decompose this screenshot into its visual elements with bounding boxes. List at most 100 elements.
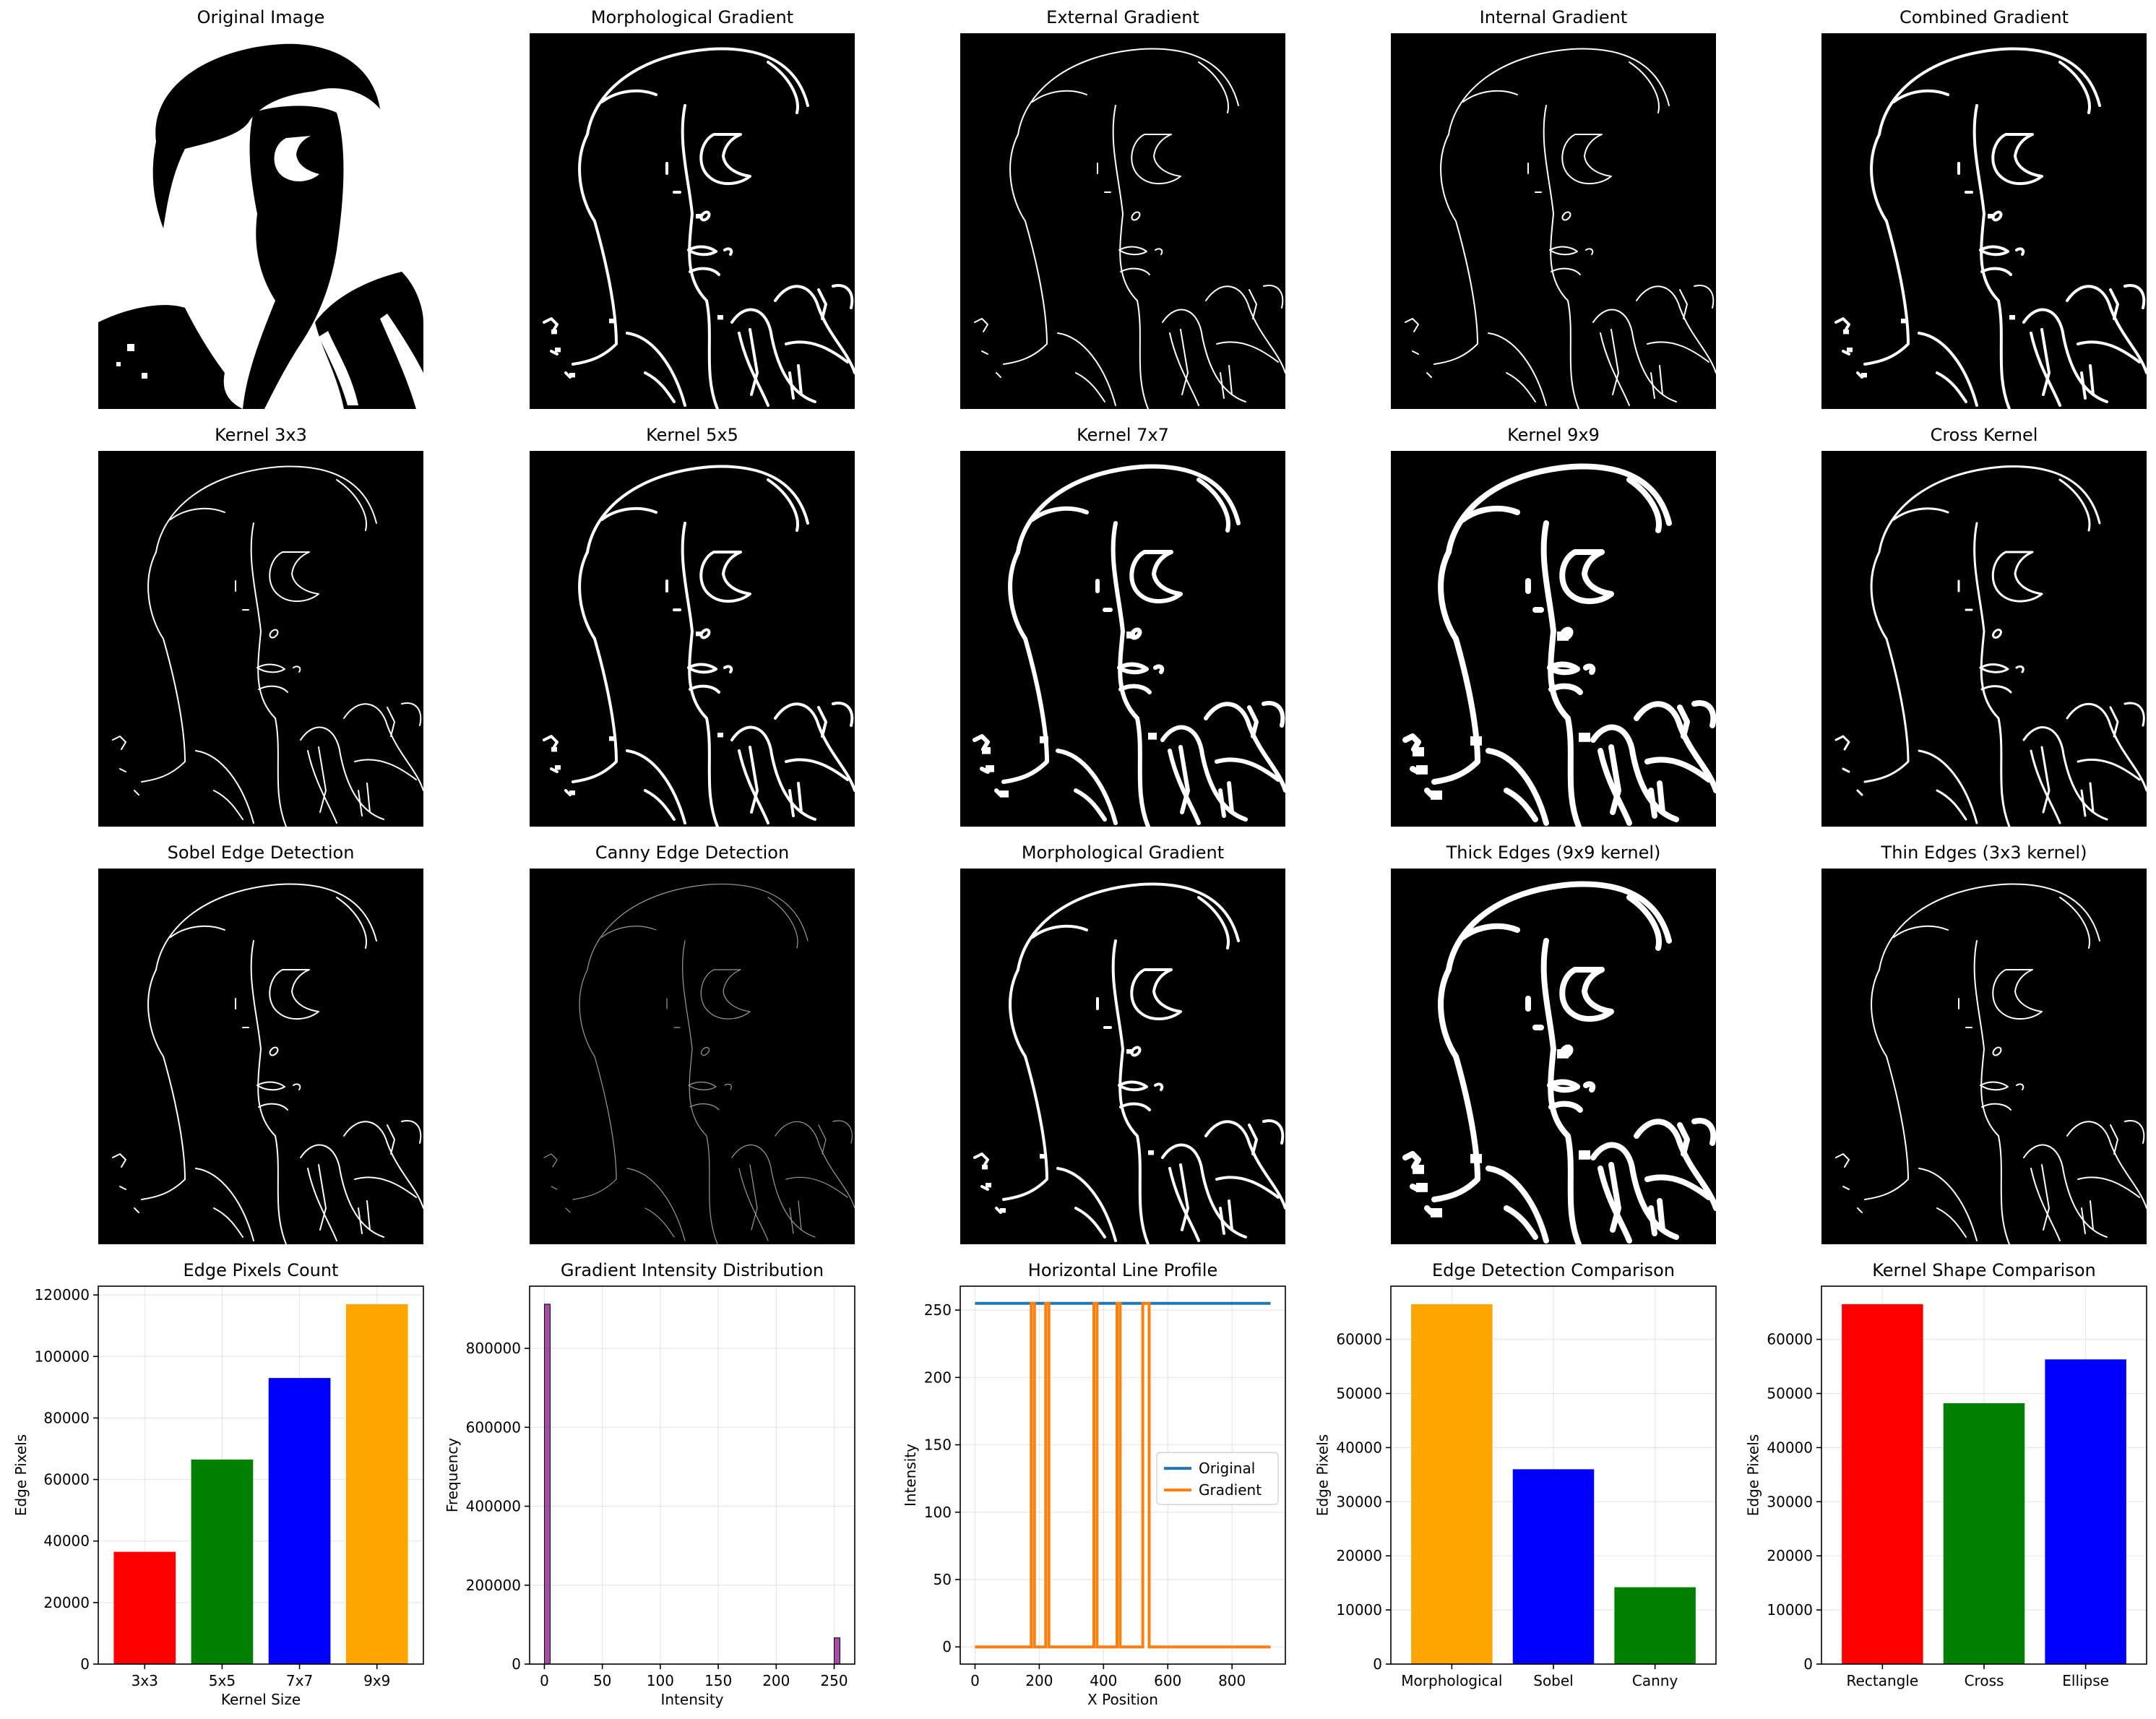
edge-blobs — [551, 214, 723, 378]
axes-frame — [98, 1285, 424, 1665]
y-tick-label: 200000 — [466, 1577, 521, 1594]
y-tick-label: 10000 — [1767, 1601, 1813, 1619]
edge-blob — [569, 373, 575, 378]
edge-blobs — [982, 1049, 1154, 1213]
panel-title: Kernel 7x7 — [1077, 425, 1169, 445]
edge-blob — [986, 1183, 991, 1188]
panel-title: Cross Kernel — [1931, 425, 2038, 445]
y-axis-label: Edge Pixels — [1314, 1434, 1332, 1516]
collar-highlight — [380, 314, 423, 409]
y-tick-label: 0 — [1373, 1655, 1382, 1673]
edge-blob — [1988, 214, 1993, 219]
edge-blob — [696, 632, 702, 637]
edge-blobs — [551, 632, 723, 796]
series-line — [975, 1301, 1271, 1649]
y-tick-label: 0 — [512, 1655, 521, 1673]
edge-blob — [555, 765, 561, 770]
edge-blob — [1470, 1154, 1482, 1163]
x-tick-label: 200 — [1025, 1672, 1053, 1689]
x-tick-label: Morphological — [1401, 1672, 1502, 1689]
y-tick-label: 0 — [1803, 1655, 1813, 1673]
x-tick-label: Ellipse — [2062, 1672, 2109, 1689]
edge-blob — [1416, 1183, 1428, 1192]
edge-blob — [696, 214, 702, 219]
x-tick-label: 7x7 — [286, 1672, 313, 1689]
y-tick-label: 60000 — [43, 1471, 90, 1488]
edge-blob — [1148, 733, 1157, 740]
speckle — [127, 344, 134, 351]
panel-title: Sobel Edge Detection — [168, 843, 355, 863]
image-panel: Thin Edges (3x3 kernel) — [1821, 843, 2147, 1245]
y-tick-label: 30000 — [1336, 1493, 1382, 1510]
chart-title: Edge Detection Comparison — [1432, 1260, 1675, 1280]
edge-blob — [717, 733, 723, 738]
y-tick-label: 50000 — [1767, 1384, 1813, 1402]
y-tick-label: 20000 — [1767, 1547, 1813, 1564]
image-panel: Morphological Gradient — [960, 843, 1287, 1246]
edge-blob — [1413, 747, 1424, 757]
y-tick-label: 120000 — [35, 1286, 90, 1304]
y-tick-label: 100 — [924, 1504, 952, 1521]
legend-entry: Original — [1199, 1460, 1255, 1477]
edge-blob — [1843, 329, 1849, 335]
panel-title: Kernel 3x3 — [215, 425, 307, 445]
edge-blob — [982, 1165, 988, 1170]
legend: Original Gradient — [1156, 1452, 1279, 1505]
y-tick-label: 80000 — [43, 1409, 90, 1426]
bar — [1614, 1587, 1696, 1664]
image-panel: Kernel 5x5 — [530, 425, 856, 828]
bar — [345, 1304, 408, 1664]
bar — [268, 1378, 331, 1664]
x-tick-label: 0 — [540, 1672, 549, 1689]
edge-blob — [1148, 1150, 1154, 1155]
y-tick-label: 0 — [942, 1638, 952, 1655]
y-axis-label: Intensity — [902, 1444, 919, 1507]
edge-blob — [717, 315, 723, 320]
chart-4: Kernel Shape Comparison 0 10000 20000 30000 4… — [1745, 1260, 2147, 1689]
edge-blobs — [1843, 214, 2015, 378]
chart-2: Horizontal Line Profile 0 50 100 150 200 250 0 2… — [902, 1260, 1286, 1708]
x-tick-label: 200 — [762, 1672, 790, 1689]
edge-blob — [1040, 736, 1048, 744]
image-panel: Kernel 7x7 — [960, 425, 1285, 827]
silhouette-image — [98, 43, 423, 409]
panel-title: Original Image — [197, 7, 325, 27]
edge-blob — [1000, 1208, 1006, 1213]
chart-title: Kernel Shape Comparison — [1872, 1260, 2096, 1280]
edge-blob — [982, 747, 991, 754]
edge-blob — [1847, 348, 1853, 353]
legend-entry: Gradient — [1199, 1481, 1262, 1499]
edge-blob — [1416, 765, 1428, 775]
y-tick-label: 0 — [80, 1655, 90, 1673]
x-tick-label: 5x5 — [209, 1672, 236, 1689]
chart-3: Edge Detection Comparison 0 10000 20000 3000… — [1314, 1260, 1717, 1689]
x-tick-label: Sobel — [1533, 1672, 1574, 1689]
bar — [1512, 1469, 1595, 1664]
edge-blob — [1557, 632, 1569, 641]
y-tick-label: 50000 — [1336, 1384, 1382, 1402]
panel-title: Kernel 9x9 — [1507, 425, 1600, 445]
panel-title: Morphological Gradient — [591, 7, 793, 27]
bar — [113, 1551, 176, 1664]
edge-blob — [609, 319, 615, 324]
y-tick-label: 40000 — [1336, 1439, 1382, 1456]
speckle — [142, 373, 147, 379]
y-tick-label: 10000 — [1336, 1601, 1382, 1619]
x-tick-label: 150 — [704, 1672, 732, 1689]
y-tick-label: 20000 — [1336, 1547, 1382, 1564]
image-panel: Original Image — [98, 7, 423, 409]
x-tick-label: 600 — [1154, 1672, 1181, 1689]
y-tick-label: 200 — [924, 1369, 952, 1386]
eye-highlight — [274, 136, 319, 182]
image-panel: Canny Edge Detection — [530, 843, 855, 1245]
y-tick-label: 600000 — [466, 1418, 521, 1436]
edge-blob — [569, 790, 575, 796]
axes-frame — [529, 1285, 855, 1665]
y-tick-label: 60000 — [1767, 1331, 1813, 1348]
panel-title: Canny Edge Detection — [595, 843, 789, 863]
x-tick-label: 3x3 — [131, 1672, 158, 1689]
panel-title: Kernel 5x5 — [646, 425, 738, 445]
panel-title: External Gradient — [1046, 7, 1199, 27]
x-tick-label: 250 — [820, 1672, 848, 1689]
